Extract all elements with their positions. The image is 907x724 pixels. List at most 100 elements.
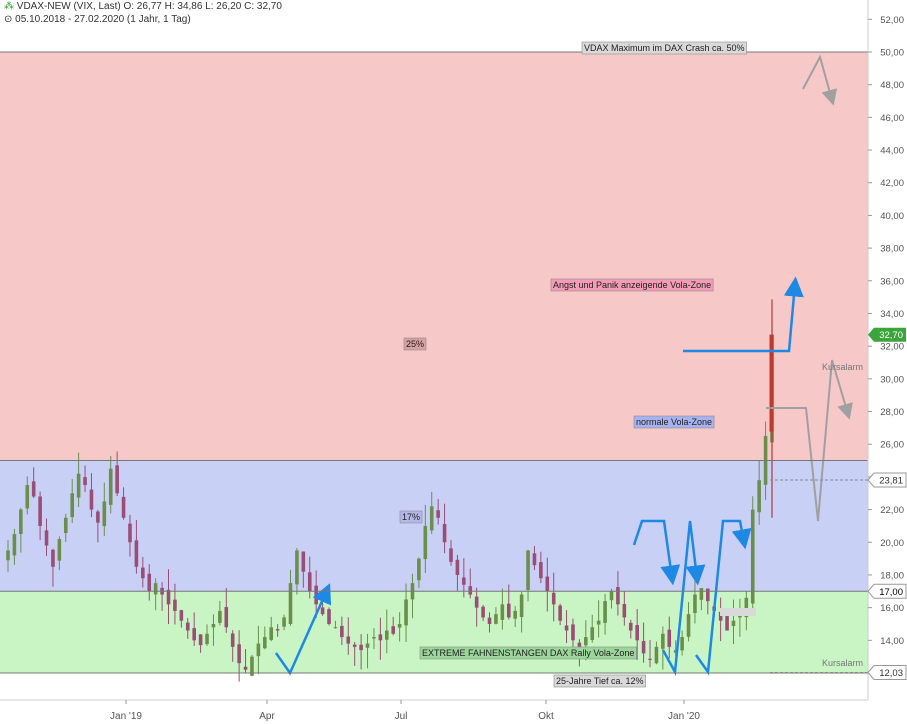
candle-body (532, 553, 537, 566)
candle-body (307, 572, 312, 592)
y-tick-label: 20,00 (880, 538, 904, 549)
candle-body (757, 480, 761, 513)
label-kursalarm-1: Kursalarm (822, 362, 863, 372)
candle-body (96, 511, 100, 523)
candle-body (173, 599, 177, 611)
candle-body (449, 548, 453, 562)
chart-header-line2: ⊙ 05.10.2018 - 27.02.2020 (1 Jahr, 1 Tag… (4, 14, 191, 25)
candle-body (519, 594, 524, 618)
candle-body (70, 493, 75, 518)
candle-body (558, 605, 562, 621)
candle-body (243, 666, 248, 670)
annotations: VDAX Maximum im DAX Crash ca. 50% Angst u… (399, 41, 863, 688)
blue-arrow-panic (683, 276, 804, 353)
y-tick-label: 44,00 (880, 146, 904, 157)
y-tick-label: 38,00 (880, 244, 904, 255)
candle-body (481, 606, 485, 618)
price-badge (867, 665, 907, 681)
panic-zone (0, 52, 868, 461)
label-vdax-max: VDAX Maximum im DAX Crash ca. 50% (584, 43, 745, 53)
candle-body (108, 468, 113, 505)
candle-body (218, 610, 222, 623)
candle-body (352, 644, 357, 647)
candle-body (590, 627, 595, 640)
candle-body (275, 629, 280, 631)
candle-body (359, 644, 363, 651)
candle-body (539, 562, 543, 579)
candle-body (237, 644, 241, 664)
candle-body (391, 626, 396, 634)
candle-body (192, 628, 196, 641)
y-tick-label: 16,00 (880, 603, 904, 614)
candle-body (31, 481, 36, 497)
candle-body (673, 650, 678, 653)
candle-body (63, 517, 68, 534)
price-badge (867, 472, 907, 488)
y-tick-label: 52,00 (880, 15, 904, 26)
candle-body (513, 610, 517, 619)
candle-body (263, 637, 267, 649)
candle-body (680, 637, 684, 651)
candle-body (57, 538, 62, 561)
candle-body (230, 633, 235, 647)
candle-body (603, 601, 607, 623)
chart-symbol-icon: ⁂ (4, 1, 14, 12)
candle-body (102, 501, 107, 527)
candle-body (365, 643, 370, 648)
candle-body (577, 642, 582, 647)
candle-body (301, 551, 306, 572)
x-tick-label: Jul (395, 711, 408, 722)
candle-body (436, 510, 440, 518)
candle-body (596, 620, 601, 625)
label-panic-zone-bg (550, 278, 714, 292)
x-tick-label: Jan '20 (668, 711, 700, 722)
label-low: 25-Jahre Tief ca. 12% (556, 676, 644, 686)
price-badge (867, 583, 907, 599)
candle-body (744, 597, 749, 618)
candle-body (423, 525, 428, 560)
y-tick-label: 42,00 (880, 178, 904, 189)
candle-body (121, 496, 126, 518)
chart-header-ohlc: VDAX-NEW (VIX, Last) O: 26,77 H: 34,86 L… (16, 1, 282, 12)
chart-header-line1: ⁂ VDAX-NEW (VIX, Last) O: 26,77 H: 34,86… (4, 1, 282, 12)
candle-body (134, 540, 139, 567)
candle-body (250, 656, 254, 676)
candle-body (83, 477, 87, 486)
y-tick-label: 48,00 (880, 80, 904, 91)
candle-body (295, 550, 299, 585)
y-tick-label: 50,00 (880, 48, 904, 59)
blue-arrow-down-3 (694, 519, 752, 676)
price-badge (868, 327, 906, 342)
candle-body (372, 637, 376, 639)
candle-body (494, 614, 498, 624)
label-normal-zone: normale Vola-Zone (636, 417, 712, 427)
candle-body (404, 599, 408, 626)
label-25-bg (403, 337, 427, 351)
label-low-bg (553, 674, 646, 688)
candle-body (51, 549, 55, 567)
candle-body (635, 624, 639, 641)
vola-zones (0, 52, 868, 673)
price-badge-label: 32,70 (879, 330, 903, 341)
candle-body (699, 588, 704, 600)
candle-body (506, 603, 511, 618)
candle-body (622, 604, 627, 618)
candle-body (25, 485, 30, 509)
candle-body (76, 473, 81, 498)
candle-body (526, 550, 530, 590)
candle-body (609, 591, 614, 601)
candle-body (185, 622, 190, 631)
candle-body (718, 611, 723, 621)
candle-body (282, 617, 286, 627)
candle-body (429, 506, 434, 531)
candle-body (474, 596, 479, 608)
candle-body (661, 633, 665, 649)
candle-body (166, 589, 171, 605)
candle-body (686, 614, 691, 637)
candle-body (211, 623, 216, 628)
candle-body (346, 636, 351, 644)
candle-body (616, 587, 620, 605)
candle-body (205, 633, 209, 645)
